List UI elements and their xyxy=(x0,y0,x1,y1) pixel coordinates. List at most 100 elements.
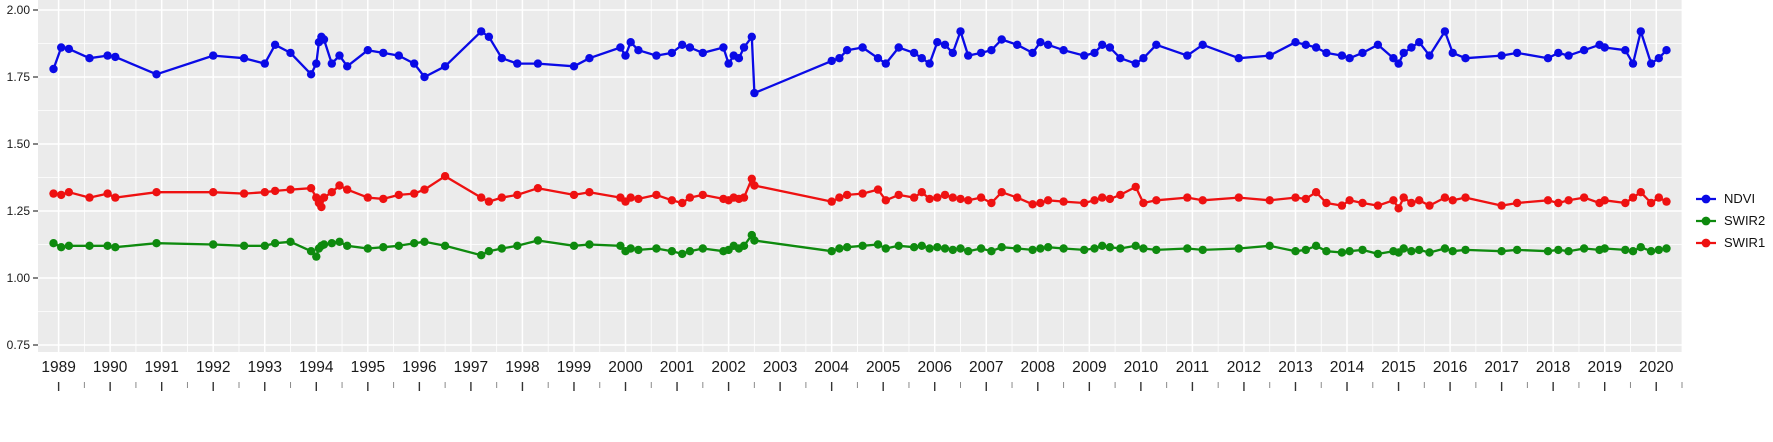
y-tick-label: 1.00 xyxy=(7,271,31,285)
data-point-swir1 xyxy=(420,185,429,194)
legend-key-icon xyxy=(1696,216,1716,226)
data-point-swir1 xyxy=(1564,196,1573,205)
data-point-swir2 xyxy=(420,237,429,246)
data-point-swir2 xyxy=(440,241,450,250)
data-point-swir1 xyxy=(1090,196,1099,205)
data-point-ndvi xyxy=(1098,40,1107,49)
data-point-swir1 xyxy=(1105,194,1115,204)
data-point-swir1 xyxy=(1497,201,1506,210)
data-point-swir1 xyxy=(1646,198,1656,208)
x-tick-label: 1992 xyxy=(196,359,230,376)
x-tick-label: 2001 xyxy=(660,359,694,376)
data-point-swir2 xyxy=(1139,244,1148,253)
data-point-ndvi xyxy=(1394,59,1403,68)
data-point-swir1 xyxy=(948,193,957,202)
data-point-ndvi xyxy=(858,43,867,52)
data-point-ndvi xyxy=(1636,27,1646,36)
y-tick-label: 2.00 xyxy=(7,3,31,17)
data-point-swir2 xyxy=(835,244,844,253)
data-point-ndvi xyxy=(533,59,543,68)
data-point-swir1 xyxy=(103,189,112,198)
data-point-swir2 xyxy=(1415,245,1424,255)
data-point-ndvi xyxy=(1131,59,1140,68)
data-point-ndvi xyxy=(513,59,522,68)
data-point-ndvi xyxy=(1373,40,1383,49)
data-point-ndvi xyxy=(719,43,728,52)
data-point-swir2 xyxy=(1028,245,1037,255)
data-point-swir1 xyxy=(1311,188,1321,197)
data-point-ndvi xyxy=(1415,38,1424,47)
data-point-swir2 xyxy=(997,243,1006,252)
data-point-swir2 xyxy=(319,240,329,249)
data-point-ndvi xyxy=(933,38,942,47)
x-tick-label: 2016 xyxy=(1433,359,1467,376)
data-point-ndvi xyxy=(667,48,677,58)
data-point-swir1 xyxy=(1080,198,1089,208)
data-point-ndvi xyxy=(698,48,707,58)
x-tick-label: 2003 xyxy=(763,359,797,376)
data-point-swir1 xyxy=(634,194,643,204)
data-point-swir1 xyxy=(698,190,707,200)
x-tick-label: 2004 xyxy=(814,359,849,376)
data-point-ndvi xyxy=(1425,51,1434,60)
data-point-swir1 xyxy=(1628,193,1638,202)
data-point-swir1 xyxy=(1512,198,1522,208)
x-tick-label: 2012 xyxy=(1227,359,1261,376)
x-tick-label: 2020 xyxy=(1639,359,1674,376)
data-point-ndvi xyxy=(1337,51,1347,60)
x-tick-label: 1999 xyxy=(557,359,591,376)
data-point-swir1 xyxy=(152,188,161,197)
data-point-swir1 xyxy=(1399,193,1408,202)
data-point-swir1 xyxy=(286,185,295,194)
data-point-ndvi xyxy=(585,54,594,63)
data-point-ndvi xyxy=(569,62,579,71)
x-tick-label: 1997 xyxy=(454,359,488,376)
data-point-swir2 xyxy=(49,239,58,248)
data-point-swir1 xyxy=(49,189,58,198)
data-point-swir2 xyxy=(1554,245,1563,255)
data-point-swir2 xyxy=(363,244,372,253)
data-point-ndvi xyxy=(997,35,1006,44)
data-point-swir1 xyxy=(685,193,695,202)
x-tick-label: 1995 xyxy=(351,359,385,376)
data-point-swir2 xyxy=(286,237,295,246)
data-point-swir1 xyxy=(925,194,934,204)
x-tick-label: 2007 xyxy=(969,359,1003,376)
data-point-swir1 xyxy=(987,198,996,208)
data-point-ndvi xyxy=(1579,46,1589,55)
data-point-swir2 xyxy=(1080,245,1089,255)
data-point-ndvi xyxy=(976,48,986,58)
data-point-swir1 xyxy=(1322,198,1331,208)
data-point-swir2 xyxy=(1301,245,1311,255)
data-point-swir2 xyxy=(1543,247,1553,256)
data-point-swir2 xyxy=(1646,247,1656,256)
series-swir1 xyxy=(49,172,1671,213)
data-point-ndvi xyxy=(616,43,625,52)
data-point-swir1 xyxy=(85,193,94,202)
data-point-ndvi xyxy=(750,88,759,98)
data-point-swir1 xyxy=(1654,193,1664,202)
data-point-swir2 xyxy=(1098,241,1107,250)
data-point-swir1 xyxy=(964,196,973,205)
data-point-swir2 xyxy=(585,240,594,249)
data-point-ndvi xyxy=(111,52,120,62)
data-point-swir2 xyxy=(634,245,643,255)
plot-svg: 0.75 1.00 1.25 1.50 1.75 2.00 1989 1990 1991 1992… xyxy=(7,0,1683,391)
data-point-swir2 xyxy=(1043,243,1053,252)
data-point-swir1 xyxy=(440,172,450,181)
data-point-swir1 xyxy=(1043,196,1053,205)
data-point-swir2 xyxy=(111,243,120,252)
plot-panel xyxy=(38,0,1682,352)
data-point-swir1 xyxy=(747,174,756,183)
data-point-swir2 xyxy=(57,243,66,252)
data-point-ndvi xyxy=(1139,54,1148,63)
data-point-swir2 xyxy=(1662,244,1671,253)
x-axis: 1989 1990 1991 1992 1993 1994 1995 1996 1997 1998… xyxy=(41,359,1683,391)
data-point-ndvi xyxy=(260,59,269,68)
data-point-swir2 xyxy=(616,241,625,250)
data-point-swir1 xyxy=(1448,196,1457,205)
y-tick-label: 1.25 xyxy=(7,204,31,218)
data-point-ndvi xyxy=(894,43,903,52)
data-point-swir2 xyxy=(1036,244,1045,253)
x-tick-label: 2005 xyxy=(866,359,900,376)
